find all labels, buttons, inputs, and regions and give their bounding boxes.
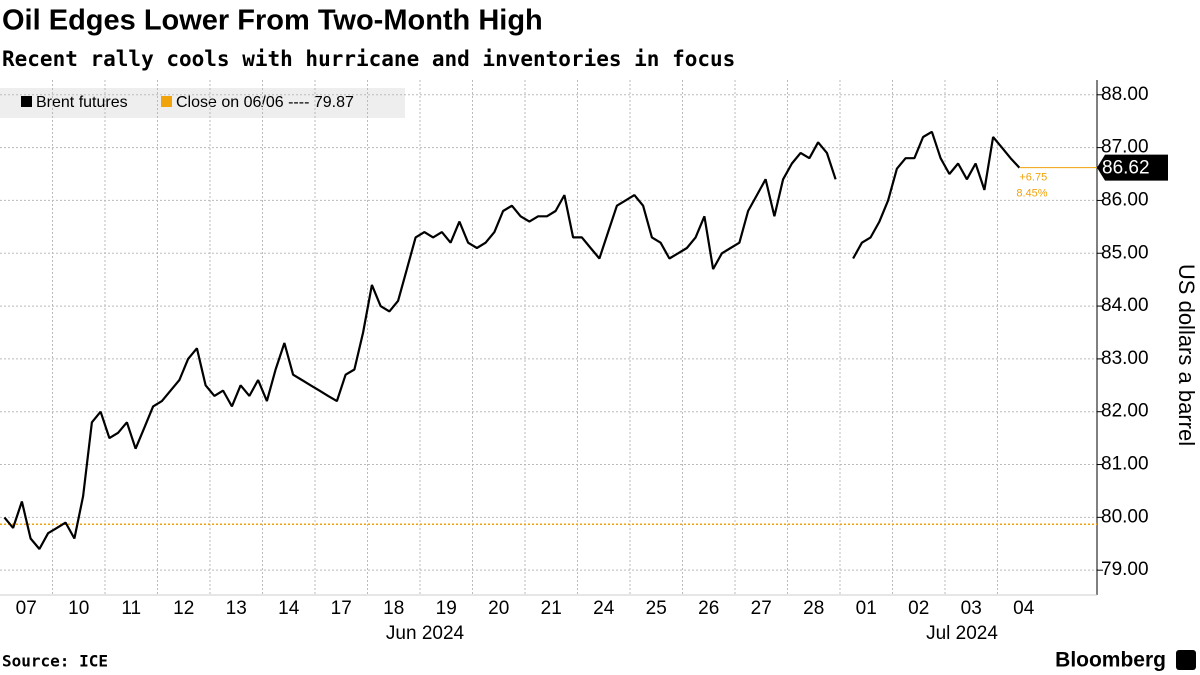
y-axis-label: US dollars a barrel [1174,264,1199,446]
last-price-box [1097,154,1168,181]
legend-label: Brent futures [36,94,128,111]
price-line [3,141,837,550]
x-tick-label: 04 [1013,598,1035,619]
source: Source: ICE [2,652,108,671]
x-tick-label: 10 [68,598,89,619]
x-tick-label: 20 [488,598,509,619]
reference-value: 79.87 [314,94,354,111]
y-tick-label: 87.00 [1101,137,1149,158]
x-tick-label: 25 [646,598,667,619]
x-tick-label: 27 [751,598,772,619]
y-tick-label: 81.00 [1101,454,1149,475]
x-tick-label: 13 [226,598,247,619]
x-tick-label: 12 [173,598,194,619]
brand: Bloomberg [1055,649,1166,672]
chart-title: Oil Edges Lower From Two-Month High [2,5,543,37]
x-tick-label: 14 [278,598,300,619]
y-tick-label: 85.00 [1101,242,1149,263]
brand-icon [1176,650,1196,670]
x-tick-label: 03 [961,598,982,619]
legend-swatch [161,96,172,107]
x-tick-label: 07 [16,598,37,619]
y-tick-label: 88.00 [1101,84,1149,105]
month-label: Jul 2024 [926,623,998,644]
price-line [852,130,1021,260]
x-tick-label: 01 [856,598,877,619]
x-tick-label: 18 [383,598,404,619]
x-tick-label: 28 [803,598,824,619]
chart-subtitle: Recent rally cools with hurricane and in… [2,47,735,71]
y-tick-label: 82.00 [1101,401,1149,422]
y-tick-label: 86.00 [1101,189,1149,210]
y-tick-label: 83.00 [1101,348,1149,369]
y-tick-label: 80.00 [1101,506,1149,527]
x-tick-label: 26 [698,598,719,619]
last-price-label: 86.62 [1102,158,1150,179]
x-tick-label: 11 [121,598,141,619]
legend-label: Close on 06/06 ---- 79.87 [176,94,354,111]
x-tick-label: 19 [436,598,457,619]
change-percent: 8.45% [1016,188,1047,200]
y-tick-label: 79.00 [1101,559,1149,580]
reference-name: Close on 06/06 ---- [176,94,309,111]
legend-box [0,88,405,118]
month-label: Jun 2024 [386,623,465,644]
x-tick-label: 02 [908,598,929,619]
legend-swatch [21,96,32,107]
y-tick-label: 84.00 [1101,295,1149,316]
x-tick-label: 21 [541,598,562,619]
change-value: +6.75 [1019,172,1047,184]
x-tick-label: 17 [331,598,352,619]
x-tick-label: 24 [593,598,615,619]
